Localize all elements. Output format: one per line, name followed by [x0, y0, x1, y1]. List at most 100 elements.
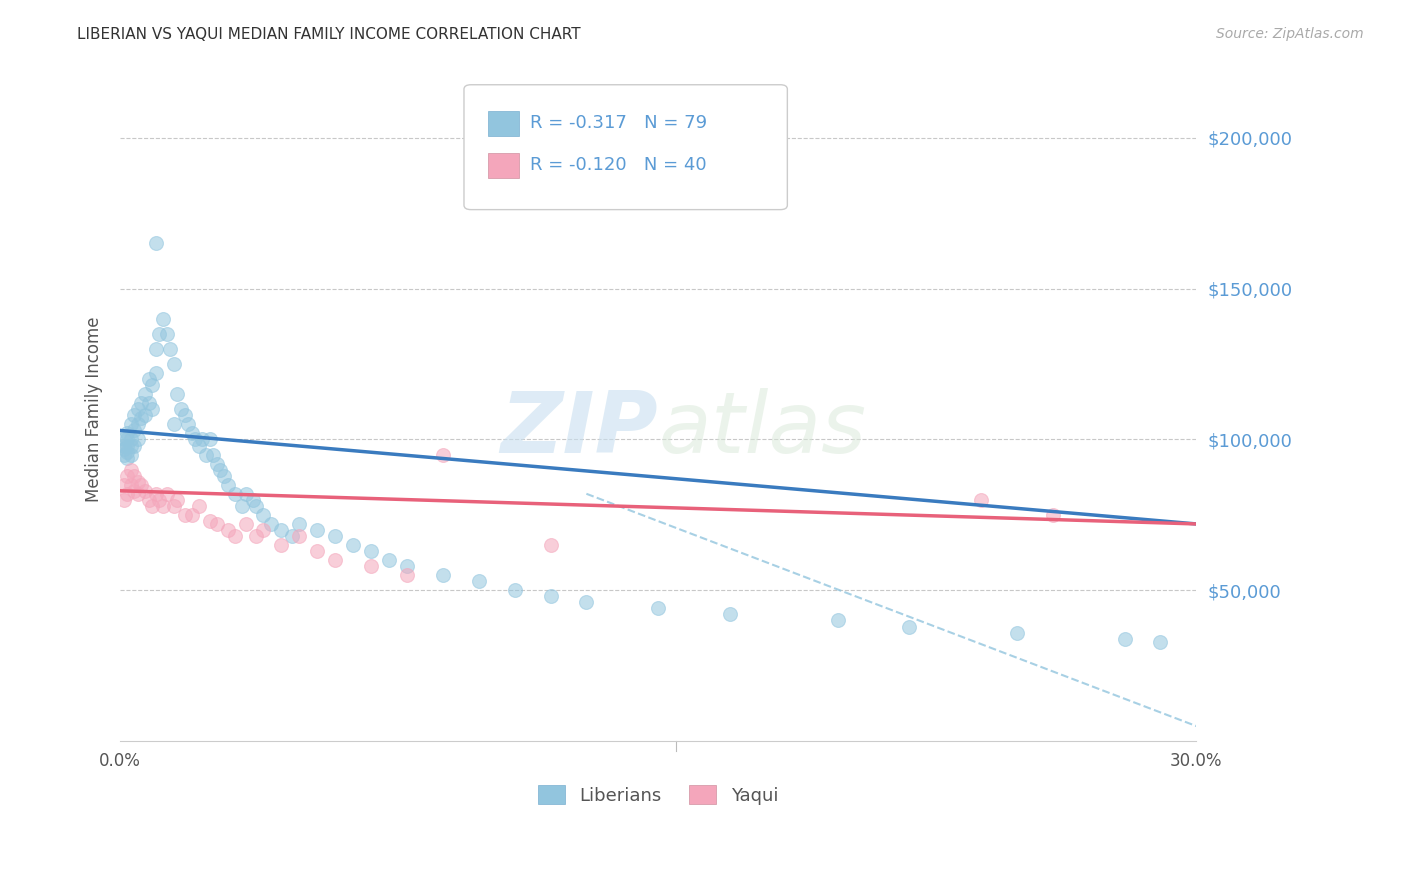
- Point: [187, 499, 209, 513]
- Point: [252, 523, 274, 537]
- Point: [166, 387, 188, 401]
- Point: [124, 424, 146, 438]
- Point: [115, 438, 138, 452]
- Point: [138, 492, 160, 507]
- Point: [540, 538, 562, 552]
- Point: [281, 529, 304, 543]
- Point: [112, 477, 135, 491]
- Point: [288, 516, 311, 531]
- Point: [163, 417, 186, 432]
- Point: [145, 487, 167, 501]
- Legend: Liberians, Yaqui: Liberians, Yaqui: [531, 778, 786, 812]
- Point: [235, 516, 257, 531]
- Point: [235, 487, 257, 501]
- Point: [898, 619, 921, 633]
- Point: [323, 553, 346, 567]
- Point: [124, 468, 146, 483]
- Point: [575, 595, 598, 609]
- Point: [155, 326, 177, 341]
- Point: [120, 448, 142, 462]
- Point: [127, 402, 149, 417]
- Point: [245, 529, 267, 543]
- Point: [180, 426, 202, 441]
- Text: ZIP: ZIP: [501, 388, 658, 471]
- Y-axis label: Median Family Income: Median Family Income: [86, 317, 103, 502]
- Point: [360, 559, 382, 574]
- Point: [212, 468, 235, 483]
- Point: [323, 529, 346, 543]
- Point: [120, 463, 142, 477]
- Point: [115, 468, 138, 483]
- Point: [115, 487, 138, 501]
- Point: [1042, 508, 1064, 522]
- Point: [170, 402, 193, 417]
- Point: [307, 523, 329, 537]
- Point: [141, 402, 163, 417]
- Point: [166, 492, 188, 507]
- Point: [141, 499, 163, 513]
- Point: [163, 357, 186, 371]
- Point: [378, 553, 401, 567]
- Point: [187, 438, 209, 452]
- Point: [138, 372, 160, 386]
- Point: [224, 487, 246, 501]
- Point: [360, 544, 382, 558]
- Point: [503, 583, 526, 598]
- Point: [124, 438, 146, 452]
- Point: [152, 499, 174, 513]
- Point: [1149, 634, 1171, 648]
- Point: [217, 523, 239, 537]
- Point: [131, 396, 153, 410]
- Point: [270, 538, 292, 552]
- Text: R = -0.317   N = 79: R = -0.317 N = 79: [530, 114, 707, 132]
- Point: [145, 342, 167, 356]
- Point: [198, 514, 221, 528]
- Point: [718, 607, 741, 622]
- Point: [260, 516, 283, 531]
- Point: [307, 544, 329, 558]
- Point: [970, 492, 993, 507]
- Point: [224, 529, 246, 543]
- Point: [141, 378, 163, 392]
- Point: [148, 492, 170, 507]
- Point: [288, 529, 311, 543]
- Point: [152, 311, 174, 326]
- Point: [124, 409, 146, 423]
- Point: [205, 516, 228, 531]
- Point: [112, 442, 135, 456]
- Point: [395, 559, 418, 574]
- Point: [134, 387, 156, 401]
- Point: [148, 326, 170, 341]
- Point: [159, 342, 181, 356]
- Point: [342, 538, 364, 552]
- Point: [124, 483, 146, 498]
- Point: [127, 433, 149, 447]
- Point: [131, 411, 153, 425]
- Point: [1005, 625, 1028, 640]
- Point: [191, 433, 214, 447]
- Point: [180, 508, 202, 522]
- Point: [827, 614, 849, 628]
- Point: [468, 574, 491, 589]
- Point: [120, 477, 142, 491]
- Point: [120, 417, 142, 432]
- Point: [1114, 632, 1136, 646]
- Point: [245, 499, 267, 513]
- Point: [112, 438, 135, 452]
- Point: [127, 475, 149, 489]
- Point: [209, 463, 232, 477]
- Point: [270, 523, 292, 537]
- Point: [231, 499, 253, 513]
- Point: [177, 417, 200, 432]
- Point: [540, 590, 562, 604]
- Point: [131, 477, 153, 491]
- Point: [252, 508, 274, 522]
- Point: [432, 448, 454, 462]
- Point: [115, 426, 138, 441]
- Point: [115, 433, 138, 447]
- Point: [145, 236, 167, 251]
- Point: [395, 568, 418, 582]
- Point: [127, 417, 149, 432]
- Point: [242, 492, 264, 507]
- Text: Source: ZipAtlas.com: Source: ZipAtlas.com: [1216, 27, 1364, 41]
